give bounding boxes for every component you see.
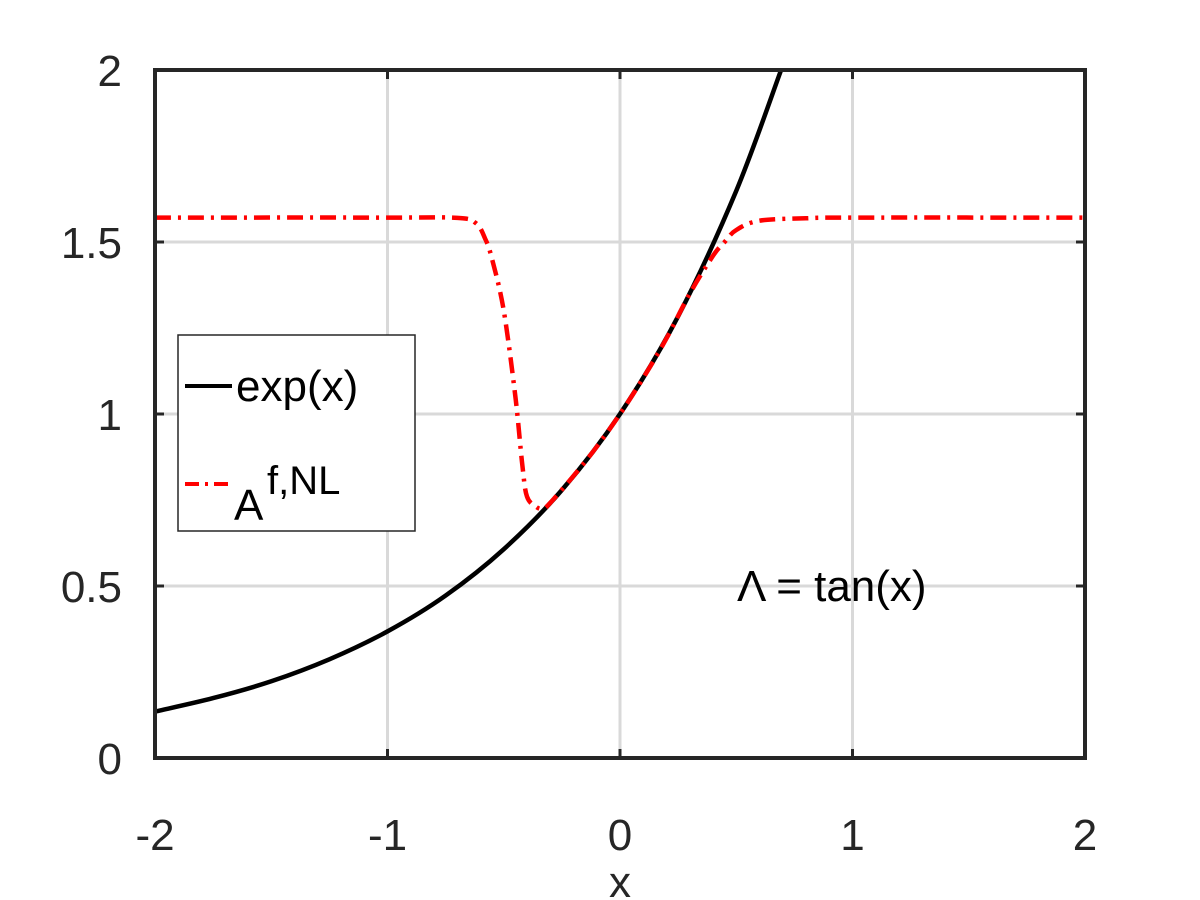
legend-label-approx-base: A — [234, 481, 264, 530]
y-tick-label: 2 — [98, 47, 122, 96]
y-tick-label: 1.5 — [61, 219, 122, 268]
y-tick-label: 1 — [98, 391, 122, 440]
x-tick-label: 1 — [840, 811, 864, 860]
legend: exp(x) A f,NL — [177, 334, 416, 532]
x-tick-label: 2 — [1073, 811, 1097, 860]
legend-label-approx-superscript: f,NL — [267, 459, 340, 503]
x-tick-label: -1 — [368, 811, 407, 860]
x-tick-label: -2 — [135, 811, 174, 860]
series-line-exp — [154, 69, 784, 714]
legend-label-approx: A — [234, 481, 264, 530]
legend-label-exp: exp(x) — [236, 362, 358, 411]
series-layer — [154, 69, 1086, 714]
y-tick-label: 0.5 — [61, 563, 122, 612]
x-tick-label: 0 — [608, 811, 632, 860]
legend-box — [177, 334, 416, 532]
ticks: -2 -1 0 1 2 0 0.5 1 1.5 2 — [61, 47, 1097, 860]
x-axis-label: x — [609, 858, 631, 900]
annotation-text: Λ = tan(x) — [737, 562, 927, 611]
y-tick-label: 0 — [98, 735, 122, 784]
series-line-approx — [154, 215, 1086, 512]
